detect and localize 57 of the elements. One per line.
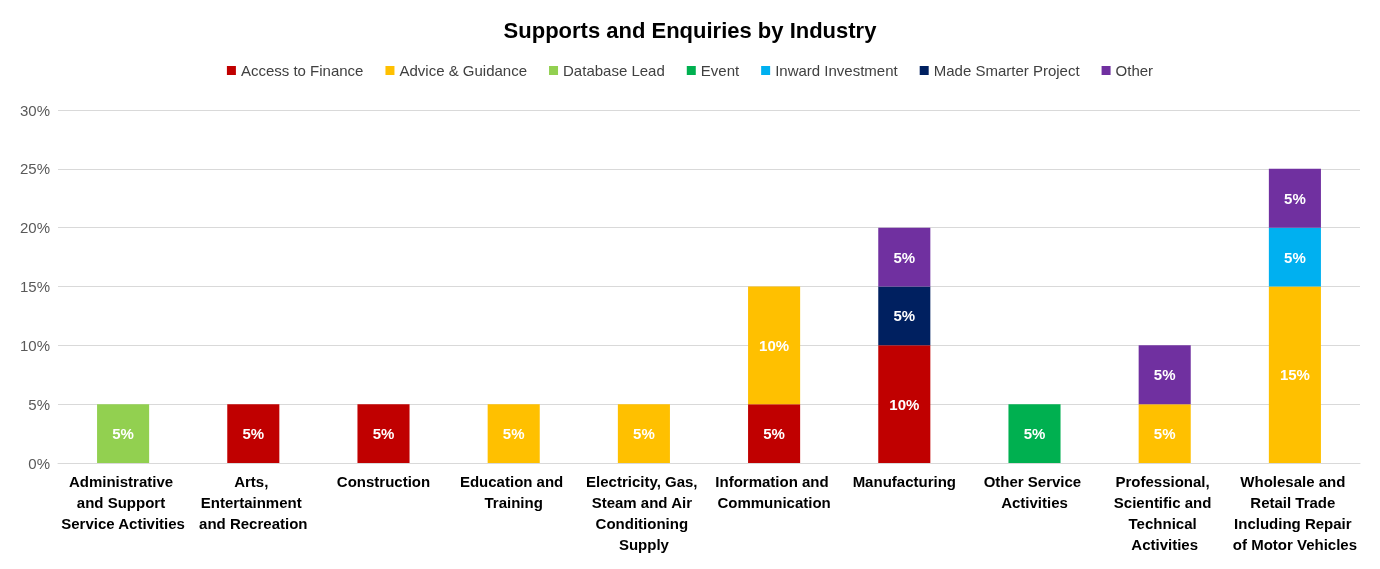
bar: [878, 345, 931, 463]
x-tick-label: Administrative and Support Service Activities: [61, 473, 185, 532]
legend-label: Inward Investment: [775, 62, 899, 79]
bar: [1268, 168, 1321, 228]
legend-label: Event: [700, 62, 740, 79]
x-tick-label: Arts, Entertainment and Recreation: [199, 473, 308, 532]
data-label: 5%: [372, 425, 395, 443]
x-tick-label: Other Service Activities: [983, 473, 1086, 511]
x-tick-label: Education and Training: [459, 473, 568, 511]
data-label: 10%: [759, 336, 790, 354]
bar: [1138, 345, 1191, 405]
data-label: 5%: [242, 425, 265, 443]
data-label: 5%: [893, 307, 916, 325]
bar: [878, 227, 931, 287]
y-tick-label: 10%: [19, 336, 50, 354]
y-tick-label: 15%: [19, 278, 50, 295]
bar: [97, 404, 150, 463]
x-tick-label: Information and Communication: [715, 473, 833, 511]
x-tick-label: Professional, Scientific and Technical Activities: [1113, 473, 1216, 553]
legend-label: Other: [1115, 62, 1154, 79]
data-label: 5%: [1284, 189, 1306, 207]
data-label: 5%: [1284, 248, 1306, 266]
data-label: 5%: [633, 425, 655, 443]
y-tick-label: 0%: [28, 454, 50, 472]
x-tick-label: Manufacturing: [852, 473, 956, 490]
data-label: 5%: [502, 425, 525, 443]
x-tick-label: Wholesale and Retail Trade Including Repair of Motor Vehicles: [1232, 473, 1357, 553]
x-tick-label: Electricity, Gas, Steam and Air Conditioning Supply: [586, 473, 702, 553]
bar: [748, 404, 801, 463]
bar: [617, 404, 670, 463]
data-label: 5%: [112, 425, 134, 443]
bar: [487, 404, 540, 463]
legend-label: Access to Finance: [240, 62, 364, 79]
bar: [1008, 404, 1061, 463]
legend-label: Advice & Guidance: [399, 62, 528, 79]
data-label: 15%: [1279, 366, 1310, 384]
bar: [227, 404, 280, 463]
data-label: 5%: [1153, 366, 1176, 384]
chart-title: Supports and Enquiries by Industry: [503, 17, 878, 43]
data-label: 5%: [763, 425, 785, 443]
data-label: 5%: [1023, 425, 1046, 443]
bar: [357, 404, 410, 463]
legend-label: Made Smarter Project: [933, 62, 1081, 79]
x-tick-label: Construction: [336, 473, 431, 490]
bar: [748, 286, 801, 405]
legend-label: Database Lead: [563, 62, 665, 79]
bar: [1268, 286, 1321, 463]
data-label: 5%: [1153, 425, 1176, 443]
y-tick-label: 20%: [19, 219, 50, 237]
data-label: 10%: [889, 395, 920, 413]
y-tick-label: 25%: [19, 160, 50, 178]
bar: [1138, 404, 1191, 463]
bar: [1268, 227, 1321, 287]
bar: [878, 286, 931, 346]
y-tick-label: 30%: [19, 101, 50, 119]
y-tick-label: 5%: [28, 395, 50, 413]
data-label: 5%: [893, 248, 916, 266]
